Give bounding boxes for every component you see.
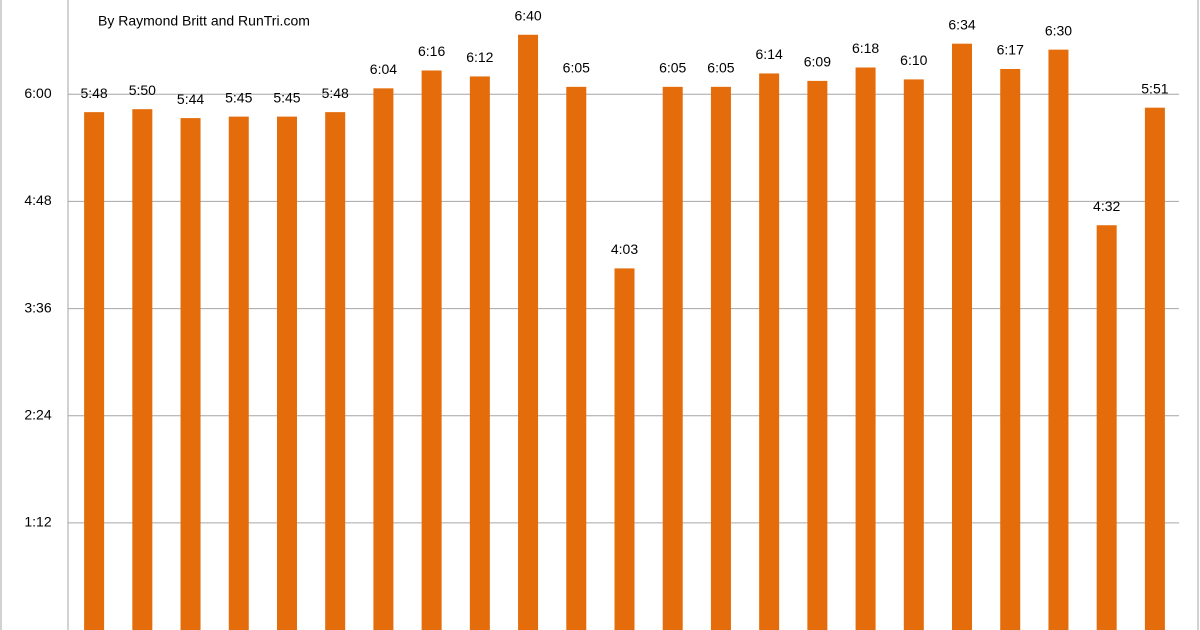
value-label: 4:32 — [1093, 198, 1120, 214]
value-label: 5:51 — [1141, 80, 1168, 96]
bar — [855, 67, 876, 630]
value-label: 5:45 — [225, 89, 252, 105]
bar — [1096, 225, 1117, 630]
bar — [710, 86, 731, 630]
value-label: 6:40 — [514, 7, 541, 23]
value-label: 6:05 — [659, 60, 686, 76]
value-label: 6:18 — [852, 40, 879, 56]
value-label: 6:30 — [1045, 22, 1072, 38]
value-label: 5:48 — [80, 85, 107, 101]
bar — [84, 112, 105, 630]
bar — [373, 88, 394, 630]
bar — [952, 43, 973, 630]
value-label: 6:05 — [563, 60, 590, 76]
value-label: 5:50 — [129, 82, 156, 98]
value-label: 6:16 — [418, 43, 445, 59]
bar — [614, 268, 635, 630]
bar — [180, 118, 201, 630]
y-tick-label: 3:36 — [24, 299, 51, 315]
bar — [662, 86, 683, 630]
bar — [1000, 68, 1021, 630]
bar — [276, 116, 297, 630]
bar — [807, 80, 828, 630]
value-label: 6:12 — [466, 49, 493, 65]
value-label: 6:17 — [997, 42, 1024, 58]
bar — [518, 34, 539, 630]
value-label: 6:14 — [756, 46, 783, 62]
y-tick-label: 2:24 — [24, 406, 51, 422]
value-label: 5:48 — [322, 85, 349, 101]
chart-title: By Raymond Britt and RunTri.com — [98, 13, 310, 29]
bar — [132, 109, 153, 630]
value-label: 5:44 — [177, 91, 204, 107]
y-tick-label: 4:48 — [24, 192, 51, 208]
value-label: 6:09 — [804, 54, 831, 70]
bar — [421, 70, 442, 630]
y-tick-label: 6:00 — [24, 85, 51, 101]
value-label: 6:04 — [370, 61, 397, 77]
value-label: 6:34 — [948, 16, 975, 32]
bar — [759, 73, 780, 630]
bar — [566, 86, 587, 630]
bar — [1048, 49, 1069, 630]
value-label: 6:10 — [900, 52, 927, 68]
bar — [903, 79, 924, 630]
bar — [1144, 107, 1165, 630]
bar — [325, 112, 346, 630]
value-label: 6:05 — [707, 60, 734, 76]
bar — [228, 116, 249, 630]
value-label: 4:03 — [611, 241, 638, 257]
value-label: 5:45 — [273, 89, 300, 105]
bar — [469, 76, 490, 630]
y-tick-label: 1:12 — [24, 514, 51, 530]
